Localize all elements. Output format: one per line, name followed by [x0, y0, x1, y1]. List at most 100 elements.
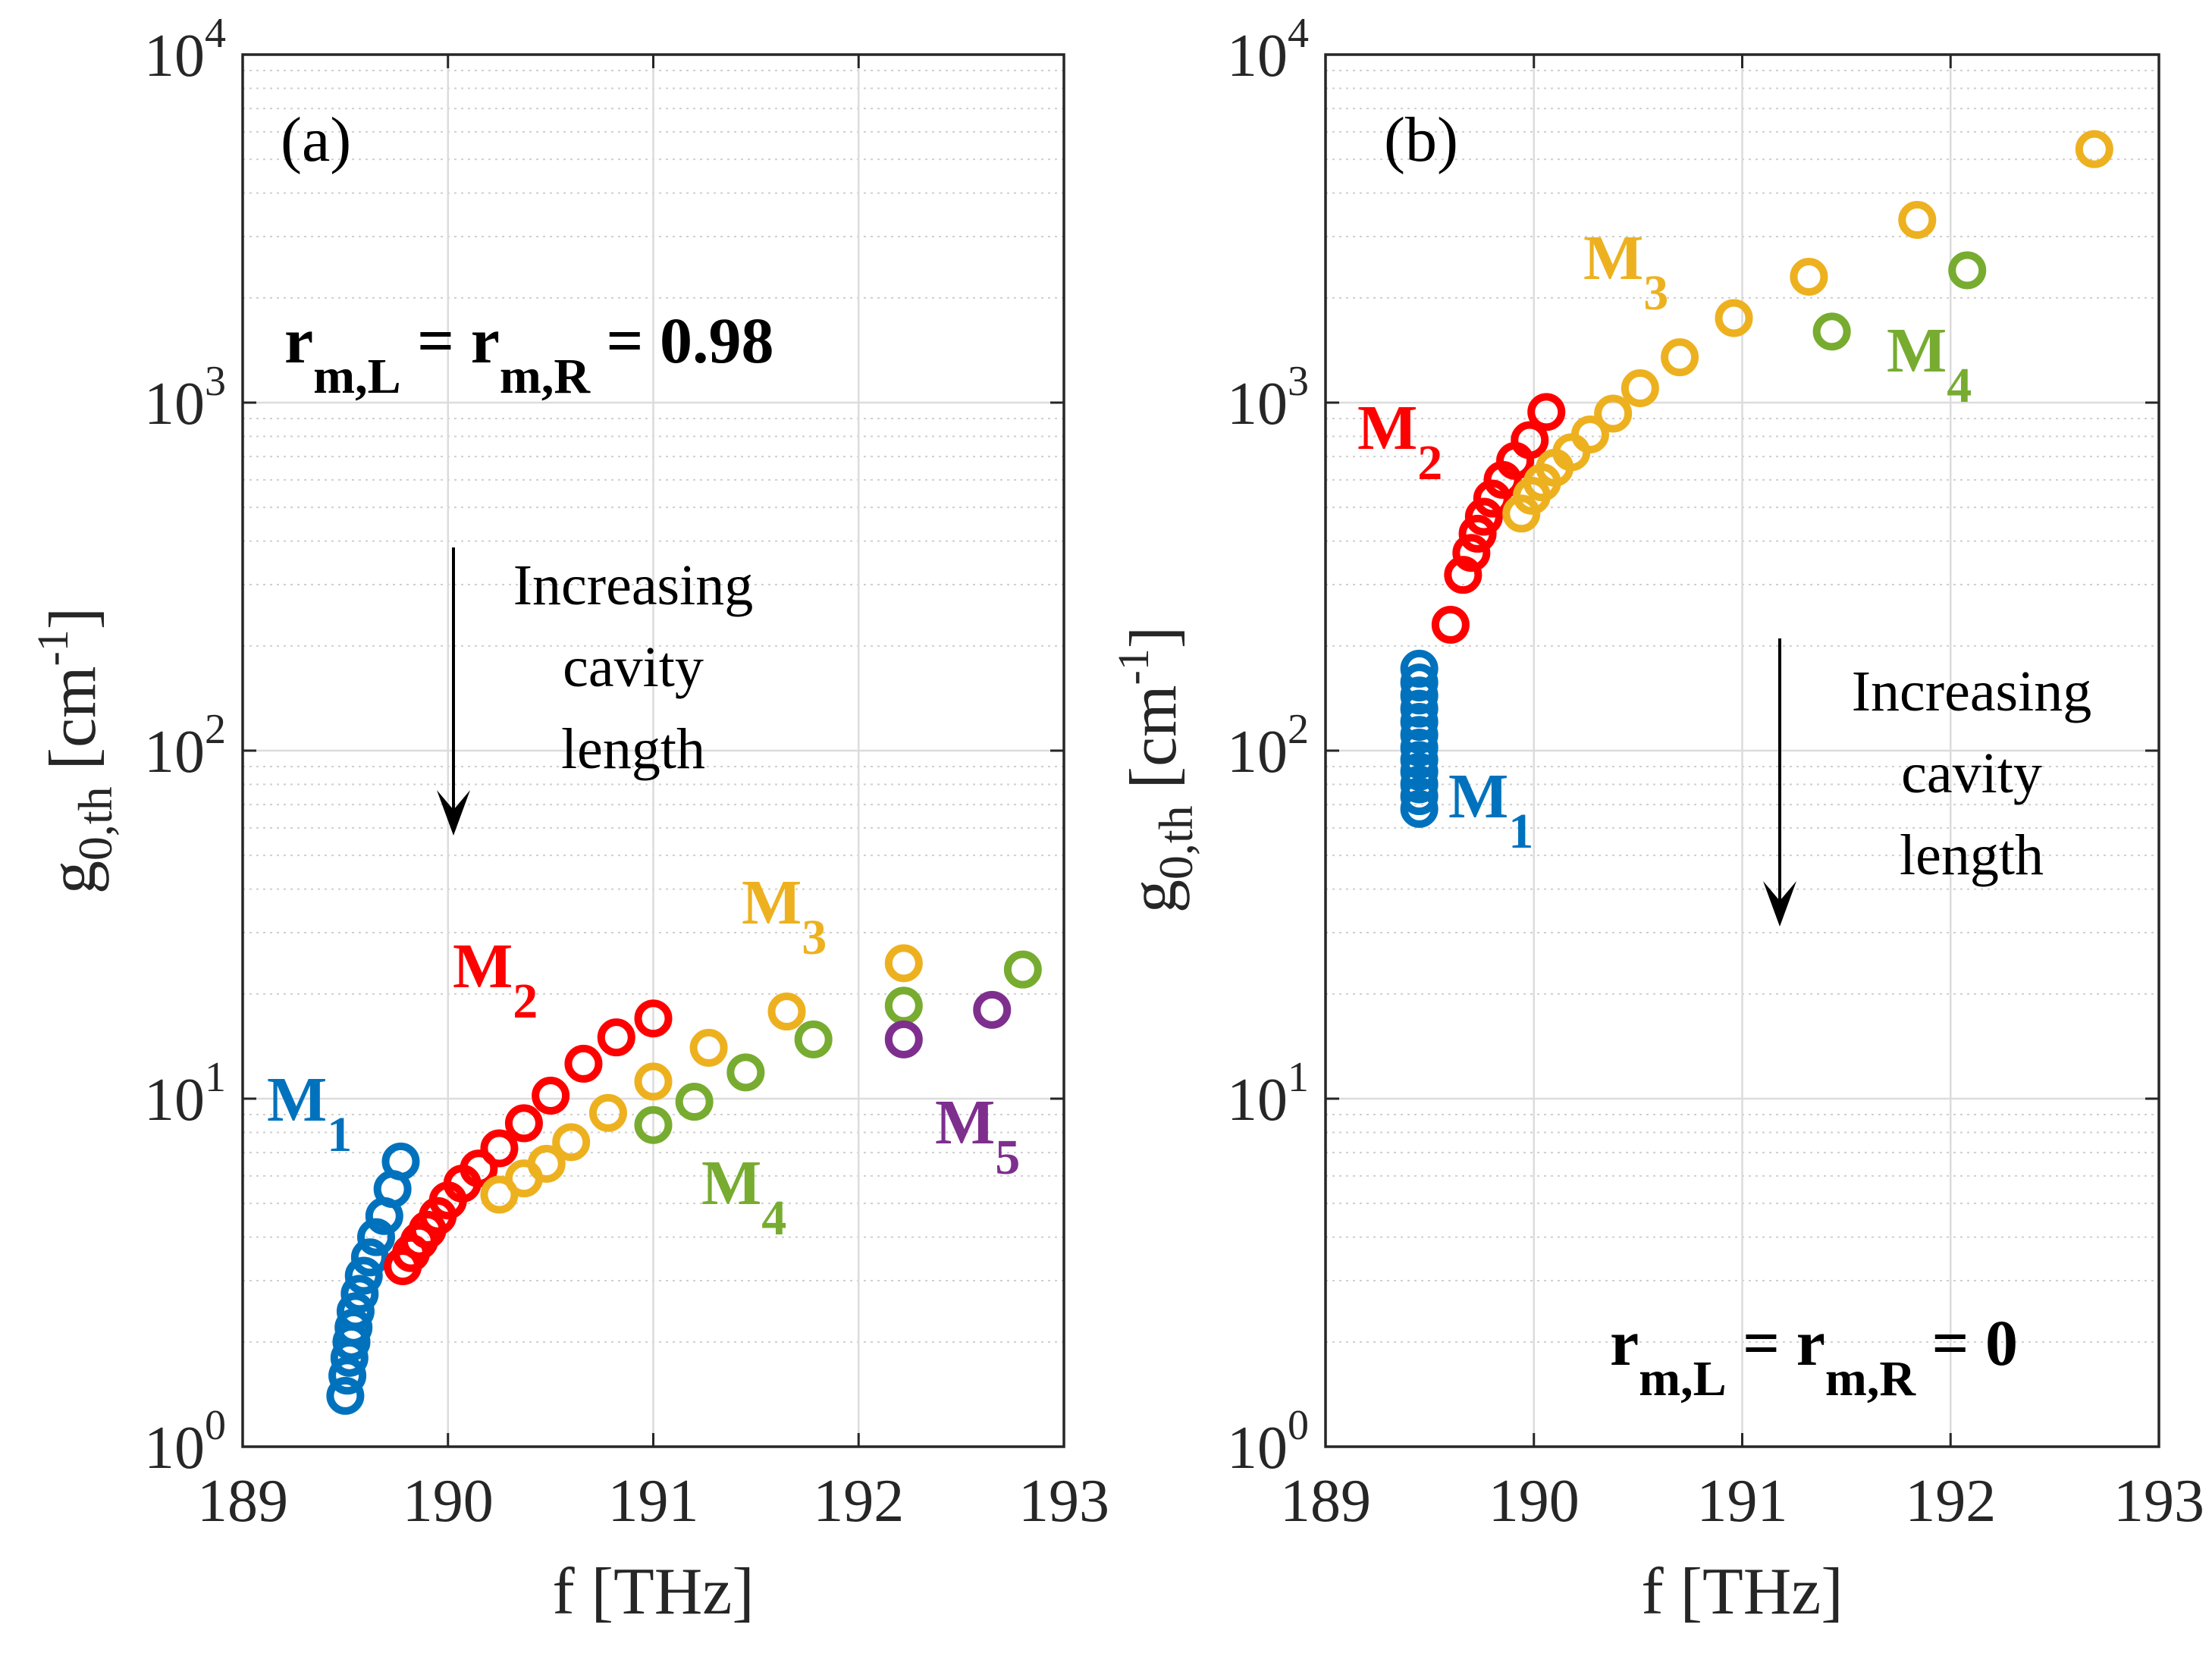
data-point: [336, 1292, 375, 1331]
data-point: [480, 1129, 519, 1168]
data-point: [527, 1144, 566, 1183]
annotation-line: cavity: [563, 635, 704, 699]
mirror-reflectivity-condition: rm,L = rm,R = 0: [1610, 1306, 2018, 1407]
x-axis-label: f [THz]: [1641, 1555, 1843, 1629]
y-axis-label: g0,th [cm-1]: [28, 607, 122, 894]
data-point: [1661, 338, 1699, 377]
data-point: [1464, 497, 1503, 536]
y-tick-label: 101: [1227, 1054, 1309, 1134]
data-point: [1400, 703, 1439, 742]
data-point: [1790, 257, 1828, 296]
data-point: [1400, 741, 1439, 779]
data-point: [634, 1062, 673, 1101]
mode-label: M4: [701, 1148, 786, 1246]
data-point: [1594, 394, 1633, 433]
y-tick-label: 101: [144, 1054, 226, 1134]
x-tick-label: 191: [1697, 1468, 1788, 1535]
mode-label: M5: [935, 1087, 1020, 1185]
data-point: [1812, 312, 1851, 351]
data-point: [1400, 663, 1439, 702]
data-point: [1527, 393, 1566, 431]
data-point: [634, 999, 673, 1038]
mode-label: M3: [742, 867, 827, 965]
x-tick-label: 190: [403, 1468, 494, 1535]
y-tick-label: 103: [1227, 358, 1309, 437]
data-point: [597, 1018, 635, 1057]
data-point: [1400, 789, 1439, 828]
data-point: [334, 1308, 373, 1347]
data-point: [1473, 479, 1511, 518]
y-axis-label: g0,th [cm-1]: [1109, 626, 1203, 913]
axes-box: [241, 53, 1065, 1448]
mode-label: M3: [1583, 223, 1668, 321]
data-point: [504, 1104, 543, 1143]
x-tick-label: 193: [1018, 1468, 1109, 1535]
x-tick-label: 190: [1489, 1468, 1580, 1535]
data-point: [1400, 729, 1439, 767]
data-point: [884, 1020, 923, 1058]
series-M3: [1502, 130, 2113, 533]
series-M4: [634, 950, 1042, 1144]
data-point: [381, 1142, 420, 1181]
data-point: [634, 1105, 673, 1144]
data-point: [1400, 752, 1439, 791]
data-point: [1400, 716, 1439, 754]
data-point: [1511, 421, 1549, 459]
panel-tag: (b): [1384, 105, 1458, 175]
y-tick-label: 100: [144, 1402, 226, 1482]
data-point: [973, 990, 1012, 1029]
mode-label: M1: [1448, 761, 1533, 859]
series-M3: [480, 944, 923, 1214]
series-M5: [884, 990, 1012, 1058]
annotation-line: Increasing: [513, 554, 754, 617]
arrow-head: [437, 790, 470, 836]
y-tick-label: 104: [144, 10, 226, 89]
series-M1: [326, 1142, 420, 1415]
mode-label: M1: [267, 1065, 352, 1162]
data-point: [1715, 299, 1753, 337]
data-point: [2075, 130, 2113, 168]
data-point: [588, 1093, 627, 1132]
data-point: [1400, 649, 1439, 688]
x-tick-label: 189: [1280, 1468, 1371, 1535]
panel-tag: (a): [281, 105, 351, 175]
x-tick-label: 189: [197, 1468, 288, 1535]
data-point: [328, 1356, 367, 1395]
y-tick-label: 104: [1227, 10, 1309, 89]
data-point: [1444, 556, 1483, 594]
data-point: [1003, 950, 1042, 989]
data-point: [1570, 416, 1609, 454]
panel-b: 189 190 191 192 193 100 101 102 103 104 f [THz] g0,…: [1109, 10, 2204, 1629]
x-tick-label: 191: [608, 1468, 699, 1535]
data-point: [1452, 534, 1491, 572]
series-M4: [1812, 251, 1987, 351]
data-point: [794, 1020, 833, 1058]
data-point: [460, 1149, 498, 1188]
mode-label: M2: [1357, 393, 1442, 491]
data-point: [1458, 514, 1497, 553]
data-point: [1400, 777, 1439, 816]
data-point: [1400, 689, 1439, 728]
data-point: [1400, 765, 1439, 804]
x-tick-label: 192: [813, 1468, 904, 1535]
data-point: [1431, 605, 1470, 644]
y-tick-label: 102: [144, 706, 226, 786]
data-point: [767, 993, 806, 1031]
data-point: [726, 1053, 765, 1092]
annotation-line: length: [561, 717, 705, 781]
data-point: [552, 1123, 591, 1162]
data-point: [1898, 201, 1937, 240]
data-point: [340, 1275, 379, 1313]
data-point: [350, 1238, 389, 1277]
x-tick-label: 193: [2113, 1468, 2204, 1535]
axes-box: [1324, 53, 2160, 1448]
data-point: [564, 1044, 603, 1083]
data-point: [532, 1077, 570, 1115]
x-axis-label: f [THz]: [552, 1555, 754, 1629]
data-point: [675, 1083, 714, 1121]
arrow-head: [1763, 881, 1796, 927]
annotation-line: length: [1900, 823, 2044, 887]
mirror-reflectivity-condition: rm,L = rm,R = 0.98: [284, 304, 774, 404]
x-tick-label: 192: [1905, 1468, 1996, 1535]
